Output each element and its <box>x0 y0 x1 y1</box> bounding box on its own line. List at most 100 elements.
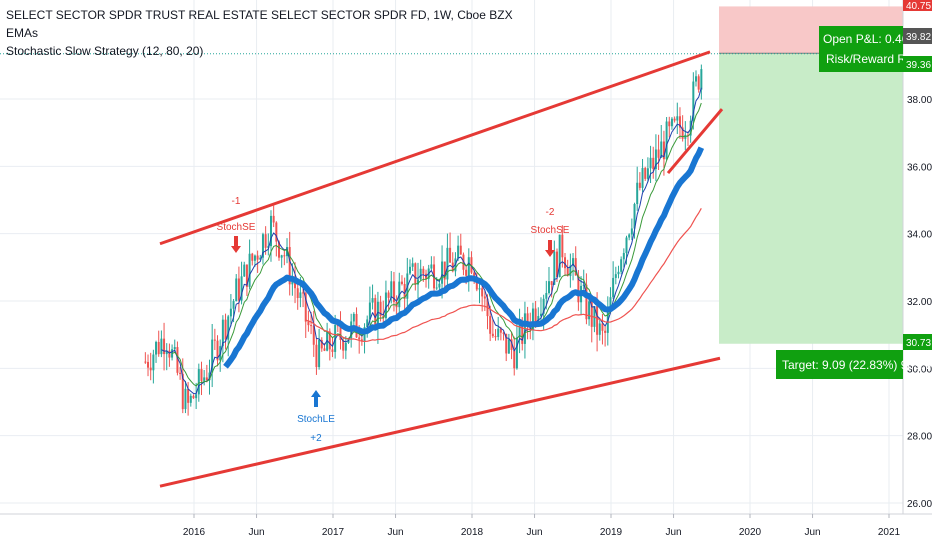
x-tick-label: Jun <box>804 527 820 538</box>
candle-body <box>636 183 638 204</box>
indicator-ema-label[interactable]: EMAs <box>6 24 513 42</box>
candle-body <box>238 279 240 301</box>
candle-body <box>168 351 170 358</box>
signal-count-se-1: -1 <box>232 196 241 207</box>
candle-body <box>257 256 259 260</box>
x-tick-label: 2020 <box>739 527 762 538</box>
candle-body <box>671 119 673 127</box>
candle-body <box>698 76 700 89</box>
candle-body <box>214 340 216 341</box>
channel-lower-line <box>160 358 720 486</box>
signal-arrow-up-icon <box>311 390 321 407</box>
candle-body <box>642 168 644 188</box>
candle-body <box>658 149 660 157</box>
candle-body <box>599 323 601 334</box>
x-tick-label: 2021 <box>878 527 901 538</box>
candle-body <box>596 306 598 335</box>
y-tick-label: 26.00 <box>907 499 932 510</box>
channel-upper-line <box>160 52 710 244</box>
candle-body <box>508 339 510 353</box>
candle-body <box>251 254 253 261</box>
ema-fast-line <box>161 88 701 394</box>
candle-body <box>307 322 309 326</box>
candle-body <box>318 340 320 367</box>
candle-body <box>516 337 518 368</box>
profit-zone <box>719 53 903 344</box>
candle-body <box>155 342 157 355</box>
candle-body <box>198 369 200 394</box>
candle-body <box>631 228 633 234</box>
candle-body <box>457 246 459 259</box>
candle-body <box>495 336 497 337</box>
y-tick-label: 38.00 <box>907 95 932 106</box>
candle-body <box>174 347 176 349</box>
candle-body <box>513 350 515 368</box>
candle-body <box>254 256 256 261</box>
candle-body <box>160 339 162 355</box>
candle-body <box>345 343 347 351</box>
price-tag-target: 30.73 <box>906 338 931 349</box>
candle-body <box>551 281 553 285</box>
candle-body <box>206 377 208 380</box>
signal-count-le: +2 <box>310 433 322 444</box>
candle-body <box>652 158 654 169</box>
candle-body <box>535 309 537 322</box>
signal-count-se-2: -2 <box>546 207 555 218</box>
candle-body <box>446 248 448 280</box>
y-tick-label: 34.00 <box>907 230 932 241</box>
candle-body <box>243 265 245 277</box>
candle-body <box>674 119 676 121</box>
candle-body <box>615 274 617 278</box>
candle-body <box>465 270 467 276</box>
candle-body <box>604 331 606 333</box>
x-tick-label: Jun <box>526 527 542 538</box>
candle-body <box>420 269 422 280</box>
signal-label-le: StochLE <box>297 414 335 425</box>
candle-body <box>409 267 411 274</box>
price-tag-entry: 39.36 <box>906 60 931 71</box>
ema-lines <box>161 88 701 394</box>
y-tick-label: 36.00 <box>907 162 932 173</box>
candle-body <box>310 325 312 326</box>
chart-title[interactable]: SELECT SECTOR SPDR TRUST REAL ESTATE SEL… <box>6 6 513 24</box>
candle-body <box>468 257 470 276</box>
candle-body <box>449 248 451 263</box>
candle-body <box>358 337 360 339</box>
candle-body <box>323 348 325 350</box>
candle-body <box>225 320 227 340</box>
candle-body <box>647 168 649 179</box>
indicator-strategy-label[interactable]: Stochastic Slow Strategy (12, 80, 20) <box>6 42 513 60</box>
candle-body <box>331 349 333 352</box>
candle-body <box>233 301 235 309</box>
candle-body <box>639 183 641 188</box>
price-tag-last: 39.82 <box>906 32 931 43</box>
candle-body <box>559 235 561 277</box>
candle-body <box>548 281 550 293</box>
candle-body <box>438 284 440 288</box>
candle-body <box>676 116 678 120</box>
candle-body <box>374 298 376 328</box>
candle-body <box>561 235 563 258</box>
candle-body <box>388 293 390 298</box>
chart-legend: SELECT SECTOR SPDR TRUST REAL ESTATE SEL… <box>6 6 513 60</box>
target-label: Target: 9.09 (22.83%) 909, A <box>782 358 932 372</box>
x-tick-label: 2019 <box>600 527 623 538</box>
candle-body <box>436 288 438 289</box>
candle-body <box>184 389 186 409</box>
candle-body <box>441 262 443 284</box>
x-tick-label: Jun <box>248 527 264 538</box>
candle-body <box>422 269 424 274</box>
candle-body <box>190 396 192 403</box>
y-axis-ticks: 26.0028.0030.0032.0034.0036.0038.00 <box>907 95 932 510</box>
price-tag-stop: 40.75 <box>906 1 931 12</box>
x-tick-label: Jun <box>665 527 681 538</box>
candle-body <box>353 314 355 321</box>
candle-body <box>666 121 668 159</box>
candle-body <box>297 288 299 298</box>
candle-body <box>492 334 494 336</box>
candle-body <box>163 339 165 354</box>
candle-body <box>617 272 619 274</box>
candle-body <box>644 168 646 179</box>
